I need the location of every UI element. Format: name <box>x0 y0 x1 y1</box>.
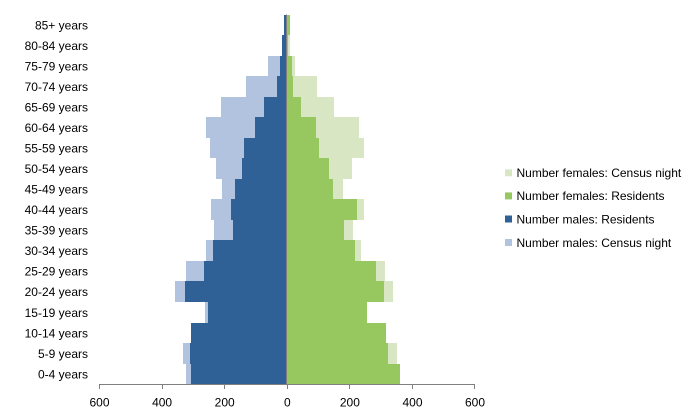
svg-text:Number females: Residents: Number females: Residents <box>517 189 665 203</box>
svg-text:40-44 years: 40-44 years <box>25 203 88 217</box>
svg-text:75-79 years: 75-79 years <box>25 59 88 73</box>
svg-text:600: 600 <box>465 395 485 409</box>
svg-text:600: 600 <box>89 395 109 409</box>
svg-text:0: 0 <box>284 395 291 409</box>
svg-text:5-9 years: 5-9 years <box>38 347 88 361</box>
svg-text:Number females: Census night: Number females: Census night <box>517 166 682 180</box>
svg-text:50-54 years: 50-54 years <box>25 162 88 176</box>
svg-text:45-49 years: 45-49 years <box>25 182 88 196</box>
svg-text:60-64 years: 60-64 years <box>25 121 88 135</box>
svg-text:400: 400 <box>152 395 172 409</box>
svg-text:35-39 years: 35-39 years <box>25 223 88 237</box>
svg-text:Number males: Census night: Number males: Census night <box>517 236 672 250</box>
svg-text:400: 400 <box>402 395 422 409</box>
svg-text:200: 200 <box>215 395 235 409</box>
svg-text:200: 200 <box>340 395 360 409</box>
svg-text:85+ years: 85+ years <box>35 18 88 32</box>
svg-text:65-69 years: 65-69 years <box>25 100 88 114</box>
svg-text:Number males: Residents: Number males: Residents <box>517 212 655 226</box>
svg-text:10-14 years: 10-14 years <box>25 326 88 340</box>
svg-text:30-34 years: 30-34 years <box>25 244 88 258</box>
svg-text:70-74 years: 70-74 years <box>25 80 88 94</box>
svg-text:20-24 years: 20-24 years <box>25 285 88 299</box>
svg-text:25-29 years: 25-29 years <box>25 264 88 278</box>
svg-text:0-4 years: 0-4 years <box>38 367 88 381</box>
svg-text:55-59 years: 55-59 years <box>25 141 88 155</box>
svg-text:15-19 years: 15-19 years <box>25 306 88 320</box>
svg-text:80-84 years: 80-84 years <box>25 39 88 53</box>
